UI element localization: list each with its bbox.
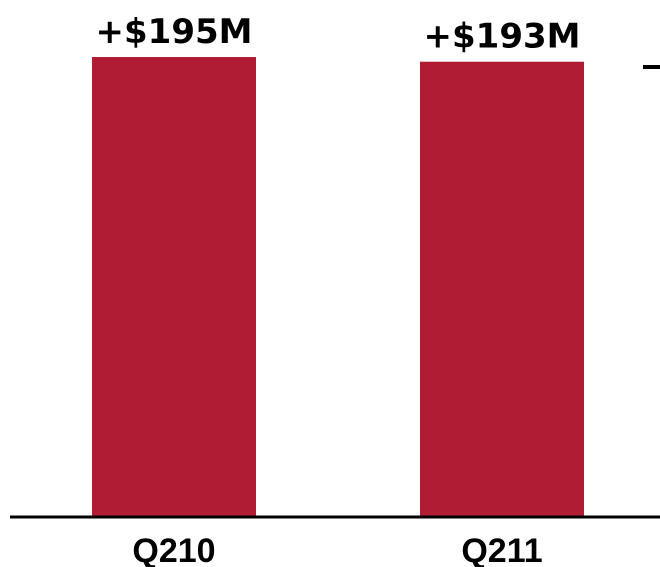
data-labels-group: +$195M +$193M bbox=[96, 12, 581, 57]
bars-group bbox=[92, 57, 584, 517]
category-labels-group: Q210 Q211 bbox=[132, 532, 542, 567]
category-label-q211: Q211 bbox=[461, 532, 542, 567]
bar-q211 bbox=[420, 61, 584, 517]
data-label-q210: +$195M bbox=[96, 12, 253, 52]
data-label-q211: +$193M bbox=[424, 17, 581, 57]
category-label-q210: Q210 bbox=[132, 532, 215, 567]
bar-q210 bbox=[92, 57, 256, 517]
